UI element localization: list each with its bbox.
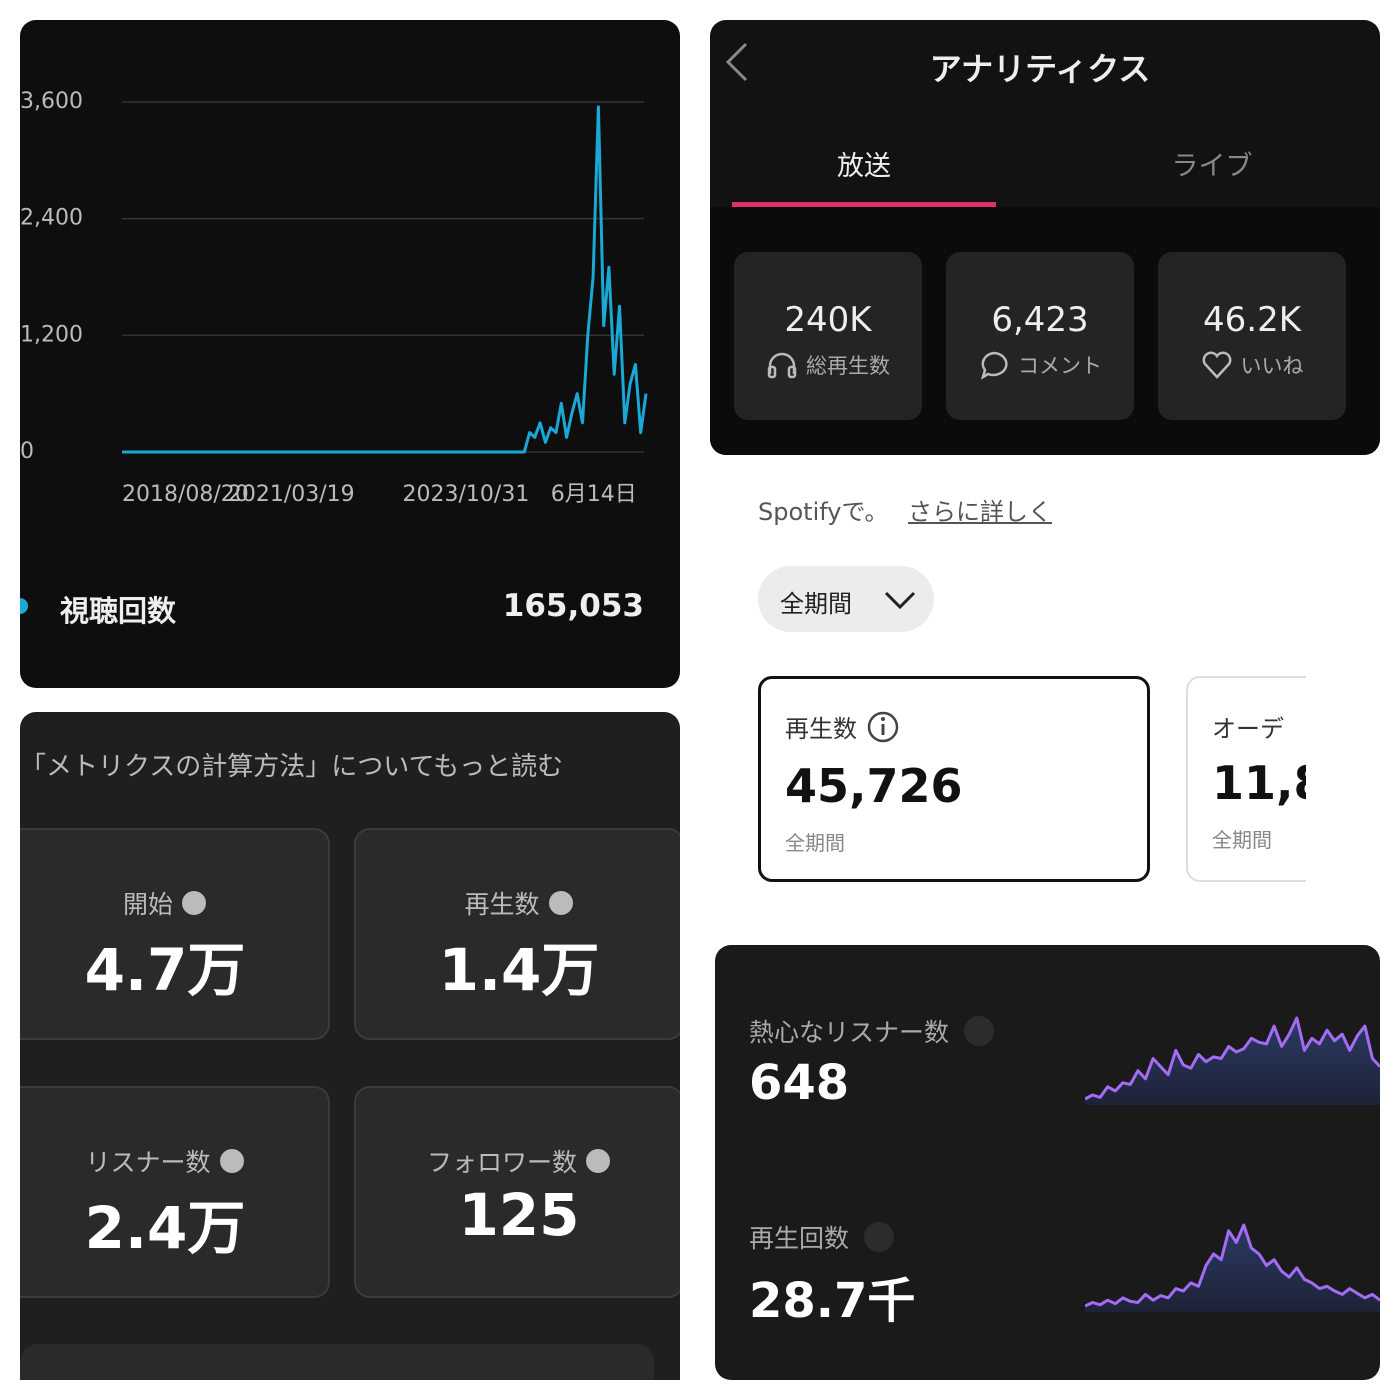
sparkline xyxy=(1085,1223,1380,1312)
stat-card: 240K 総再生数 xyxy=(734,252,922,420)
sparkline-line xyxy=(1085,1223,1380,1308)
views-panel: 0 1,200 2,400 3,600 2018/08/20 2021/03/19 2023… xyxy=(20,20,680,688)
metric-label: 熱心なリスナー数 xyxy=(749,1018,950,1047)
metric-card: リスナー数 2.4万 xyxy=(20,1086,330,1298)
heart-icon xyxy=(1202,351,1231,379)
comment-icon xyxy=(980,351,1008,380)
stat-value: 46.2K xyxy=(1203,300,1301,340)
note: Spotifyで。 xyxy=(758,498,889,526)
metric-value: 28.7千 xyxy=(749,1273,916,1329)
help-icon xyxy=(964,1016,995,1046)
metric-label: 再生回数 xyxy=(749,1224,850,1253)
x-tick-label: 6月14日 xyxy=(551,482,637,507)
stat-label: 総再生数 xyxy=(806,354,890,378)
card-label: オーデ xyxy=(1212,715,1284,743)
stat-label: いいね xyxy=(1240,354,1304,378)
details-link[interactable]: さらに詳しく xyxy=(908,498,1052,526)
card-value: 45,726 xyxy=(785,759,963,813)
metric-card[interactable]: 再生数 45,726 全期間 xyxy=(758,676,1150,882)
chevron xyxy=(884,591,916,610)
stat-card: 46.2K いいね xyxy=(1158,252,1346,420)
metric-card: 再生数 1.4万 xyxy=(354,828,680,1040)
sparkline-area xyxy=(1085,1018,1380,1105)
help-icon xyxy=(586,1149,610,1173)
y-tick-label: 2,400 xyxy=(20,206,83,231)
headphone-icon xyxy=(767,352,797,379)
analytics-panel: アナリティクス 放送 ライブ 240K 総再生数 6,423 コメント 46.2K い… xyxy=(710,20,1380,455)
tab-indicator xyxy=(732,202,996,207)
help-icon xyxy=(219,1149,244,1173)
metrics-link[interactable]: 「メトリクスの計算方法」についてもっと読む xyxy=(20,752,564,782)
card-stub xyxy=(20,1344,654,1380)
stat-value: 6,423 xyxy=(991,300,1089,340)
metric-card-clipped[interactable]: オーデ 11,8 全期間 xyxy=(1186,676,1306,882)
y-tick-label: 3,600 xyxy=(20,89,83,114)
card-label: リスナー数 xyxy=(85,1148,211,1177)
card-value: 11,8 xyxy=(1212,756,1306,810)
tab[interactable]: ライブ xyxy=(1171,151,1253,182)
total-value: 165,053 xyxy=(502,588,644,624)
y-tick-label: 1,200 xyxy=(20,322,83,347)
period-dropdown[interactable]: 全期間 xyxy=(758,566,934,632)
card-label: 再生数 xyxy=(785,715,857,743)
metric-card: 開始 4.7万 xyxy=(20,828,330,1040)
card-label: 再生数 xyxy=(464,890,540,919)
metric-value: 648 xyxy=(749,1055,850,1111)
card-label: 開始 xyxy=(122,890,173,919)
info-icon xyxy=(867,711,899,742)
help-icon xyxy=(864,1222,895,1252)
card-period: 全期間 xyxy=(1212,828,1272,852)
listeners-panel: 熱心なリスナー数 648 再生回数 28.7千 xyxy=(715,945,1380,1380)
card-value: 1.4万 xyxy=(438,936,600,1004)
x-tick-label: 2021/03/19 xyxy=(228,482,355,507)
card-value: 4.7万 xyxy=(84,936,246,1004)
dropdown-label: 全期間 xyxy=(780,590,852,618)
page-title: アナリティクス xyxy=(929,50,1151,88)
x-tick-label: 2018/08/20 xyxy=(122,482,249,507)
series-line xyxy=(122,105,648,454)
card-value: 125 xyxy=(458,1181,580,1249)
metric-card: フォロワー数 125 xyxy=(354,1086,680,1298)
legend-label: 視聴回数 xyxy=(60,594,177,628)
stat-value: 240K xyxy=(784,300,872,340)
stat-label: コメント xyxy=(1018,354,1102,378)
card-value: 2.4万 xyxy=(84,1194,246,1262)
sparkline-line xyxy=(1085,1016,1380,1101)
help-icon xyxy=(548,891,573,915)
back-button[interactable] xyxy=(722,40,752,84)
stat-card: 6,423 コメント xyxy=(946,252,1134,420)
card-label: フォロワー数 xyxy=(426,1148,577,1177)
sparkline xyxy=(1085,1016,1380,1105)
y-tick-label: 0 xyxy=(20,439,34,464)
legend-dot xyxy=(20,598,28,614)
help-icon xyxy=(182,891,206,915)
sparkline-area xyxy=(1085,1225,1380,1312)
metrics-panel: 「メトリクスの計算方法」についてもっと読む 開始 4.7万 再生数 1.4万 リスナ… xyxy=(20,712,680,1380)
x-tick-label: 2023/10/31 xyxy=(403,482,530,507)
tab[interactable]: 放送 xyxy=(837,151,891,182)
card-period: 全期間 xyxy=(785,831,845,855)
